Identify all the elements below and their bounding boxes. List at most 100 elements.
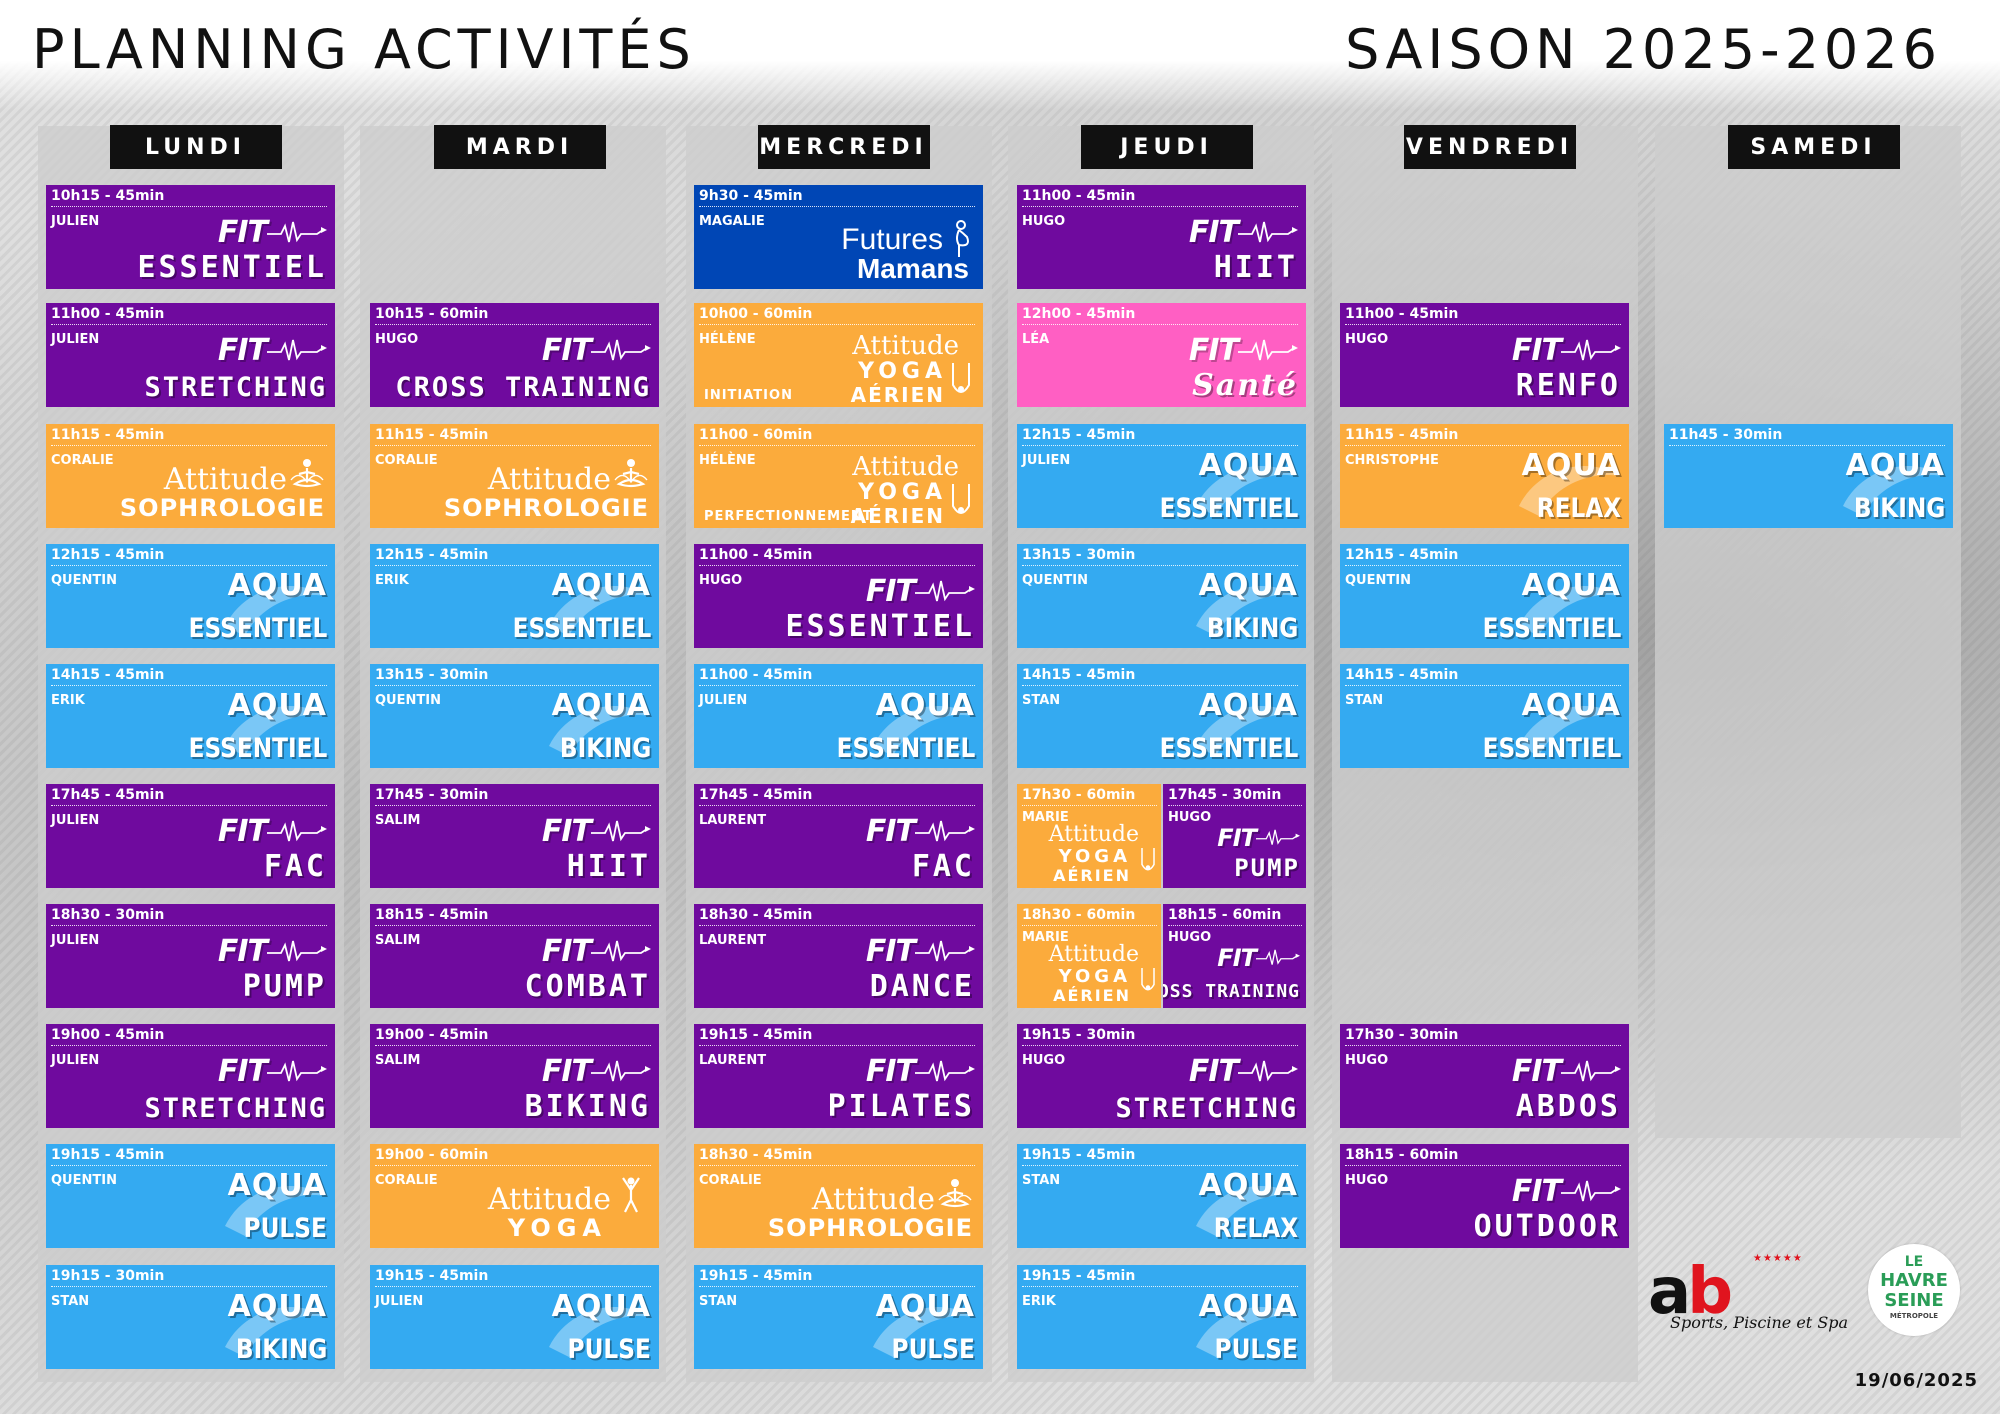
class-card-essentiel[interactable]: 12h15 - 45min QUENTIN AQUA ESSENTIEL: [46, 544, 335, 648]
class-name: PULSE: [1214, 1334, 1298, 1365]
class-name: BIKING: [1853, 493, 1945, 524]
heartbeat-icon: [591, 339, 651, 360]
class-card-essentiel[interactable]: 12h15 - 45min QUENTIN AQUA ESSENTIEL: [1340, 544, 1629, 648]
class-card-biking[interactable]: 13h15 - 30min QUENTIN AQUA BIKING: [1017, 544, 1306, 648]
class-card-cross-training[interactable]: 18h15 - 60min HUGO FIT CROSS TRAINING: [1163, 904, 1306, 1008]
season-title: SAISON 2025-2026: [1345, 18, 1942, 81]
class-card-sophrologie[interactable]: 11h15 - 45min CORALIE Attitude SOPHROLOGIE: [370, 424, 659, 528]
aerien-word: AÉRIEN: [1053, 986, 1131, 1005]
class-time: 19h00 - 45min: [375, 1027, 651, 1046]
class-time: 19h15 - 45min: [699, 1027, 975, 1046]
mamans-word: Mamans: [856, 253, 969, 284]
class-card-pulse[interactable]: 19h15 - 45min STAN AQUA PULSE: [694, 1265, 983, 1369]
heartbeat-icon: [267, 820, 327, 841]
class-card-biking[interactable]: 19h00 - 45min SALIM FIT BIKING: [370, 1024, 659, 1128]
day-header-jeudi: JEUDI: [1080, 125, 1253, 169]
class-card-fac[interactable]: 17h45 - 45min JULIEN FIT FAC: [46, 784, 335, 888]
aqua-word: AQUA: [227, 1289, 327, 1324]
class-card-relax[interactable]: 19h15 - 45min STAN AQUA RELAX: [1017, 1144, 1306, 1248]
class-card-santé[interactable]: 12h00 - 45min LÉA FIT Santé: [1017, 303, 1306, 407]
class-name: ESSENTIEL: [188, 613, 327, 644]
day-column-samedi: [1655, 126, 1961, 1138]
class-card-hiit[interactable]: 11h00 - 45min HUGO FIT HIIT: [1017, 185, 1306, 289]
class-level: INITIATION: [704, 388, 793, 403]
class-card-essentiel[interactable]: 12h15 - 45min ERIK AQUA ESSENTIEL: [370, 544, 659, 648]
class-time: 11h00 - 45min: [1022, 188, 1298, 207]
class-card-pulse[interactable]: 19h15 - 45min ERIK AQUA PULSE: [1017, 1265, 1306, 1369]
class-card-abdos[interactable]: 17h30 - 30min HUGO FIT ABDOS: [1340, 1024, 1629, 1128]
class-name: OUTDOOR: [1473, 1209, 1621, 1244]
class-name: SOPHROLOGIE: [767, 1214, 973, 1242]
class-name: BIKING: [235, 1334, 327, 1365]
class-card-pilates[interactable]: 19h15 - 45min LAURENT FIT PILATES: [694, 1024, 983, 1128]
aqua-word: AQUA: [1521, 568, 1621, 603]
class-time: 12h15 - 45min: [1022, 427, 1298, 446]
class-time: 11h15 - 45min: [1345, 427, 1621, 446]
coach-name: JULIEN: [51, 813, 100, 828]
yoga-pose-icon: [622, 1177, 640, 1213]
class-card-biking[interactable]: 13h15 - 30min QUENTIN AQUA BIKING: [370, 664, 659, 768]
wave-icon: [225, 586, 325, 636]
class-card-pulse[interactable]: 19h15 - 45min QUENTIN AQUA PULSE: [46, 1144, 335, 1248]
class-card-stretching[interactable]: 19h00 - 45min JULIEN FIT STRETCHING: [46, 1024, 335, 1128]
fit-logo: FIT: [1512, 1174, 1621, 1209]
fit-word: FIT: [217, 814, 268, 849]
class-card-essentiel[interactable]: 12h15 - 45min JULIEN AQUA ESSENTIEL: [1017, 424, 1306, 528]
class-time: 11h00 - 45min: [699, 667, 975, 686]
fit-logo: FIT: [1189, 333, 1298, 368]
class-card-essentiel[interactable]: 11h00 - 45min JULIEN AQUA ESSENTIEL: [694, 664, 983, 768]
class-card-mamans[interactable]: 9h30 - 45min MAGALIE Futures Mamans: [694, 185, 983, 289]
class-card-dance[interactable]: 18h30 - 45min LAURENT FIT DANCE: [694, 904, 983, 1008]
class-time: 14h15 - 45min: [1345, 667, 1621, 686]
fit-word: FIT: [541, 333, 592, 368]
fit-logo: FIT: [542, 934, 651, 969]
class-card-biking[interactable]: 19h15 - 30min STAN AQUA BIKING: [46, 1265, 335, 1369]
class-card-stretching[interactable]: 19h15 - 30min HUGO FIT STRETCHING: [1017, 1024, 1306, 1128]
class-card-outdoor[interactable]: 18h15 - 60min HUGO FIT OUTDOOR: [1340, 1144, 1629, 1248]
class-card-stretching[interactable]: 11h00 - 45min JULIEN FIT STRETCHING: [46, 303, 335, 407]
class-card-pulse[interactable]: 19h15 - 45min JULIEN AQUA PULSE: [370, 1265, 659, 1369]
class-card-yoga[interactable]: 10h00 - 60min HÉLÈNE Attitude YOGA AÉRIEN INI…: [694, 303, 983, 407]
heartbeat-icon: [591, 940, 651, 961]
day-header-mercredi: MERCREDI: [757, 125, 930, 169]
attitude-word: Attitude: [1048, 822, 1139, 847]
class-card-sophrologie[interactable]: 18h30 - 45min CORALIE Attitude SOPHROLOGIE: [694, 1144, 983, 1248]
class-card-biking[interactable]: 11h45 - 30min AQUA BIKING: [1664, 424, 1953, 528]
class-card-pump[interactable]: 17h45 - 30min HUGO FIT PUMP: [1163, 784, 1306, 888]
class-name: BIKING: [1206, 613, 1298, 644]
class-time: 17h45 - 45min: [699, 787, 975, 806]
class-time: 11h00 - 60min: [699, 427, 975, 446]
aqua-word: AQUA: [551, 1289, 651, 1324]
class-name: PUMP: [1234, 854, 1300, 882]
class-time: 19h15 - 45min: [1022, 1147, 1298, 1166]
class-card-yoga[interactable]: 17h30 - 60min MARIE Attitude YOGA AÉRIEN: [1017, 784, 1161, 888]
class-card-yoga[interactable]: 19h00 - 60min CORALIE Attitude YOGA: [370, 1144, 659, 1248]
class-card-cross-training[interactable]: 10h15 - 60min HUGO FIT CROSS TRAINING: [370, 303, 659, 407]
class-card-pump[interactable]: 18h30 - 30min JULIEN FIT PUMP: [46, 904, 335, 1008]
class-card-sophrologie[interactable]: 11h15 - 45min CORALIE Attitude SOPHROLOGIE: [46, 424, 335, 528]
class-card-renfo[interactable]: 11h00 - 45min HUGO FIT RENFO: [1340, 303, 1629, 407]
aqua-word: AQUA: [227, 568, 327, 603]
class-card-essentiel[interactable]: 10h15 - 45min JULIEN FIT ESSENTIEL: [46, 185, 335, 289]
class-time: 11h00 - 45min: [699, 547, 975, 566]
class-time: 12h00 - 45min: [1022, 306, 1298, 325]
class-name: STRETCHING: [1115, 1093, 1298, 1124]
class-card-essentiel[interactable]: 14h15 - 45min ERIK AQUA ESSENTIEL: [46, 664, 335, 768]
aqua-word: AQUA: [1521, 688, 1621, 723]
class-name: Santé: [1192, 368, 1298, 403]
class-card-yoga[interactable]: 18h30 - 60min MARIE Attitude YOGA AÉRIEN: [1017, 904, 1161, 1008]
class-card-combat[interactable]: 18h15 - 45min SALIM FIT COMBAT: [370, 904, 659, 1008]
coach-name: HUGO: [1168, 810, 1212, 825]
class-name: RELAX: [1213, 1213, 1298, 1244]
class-card-fac[interactable]: 17h45 - 45min LAURENT FIT FAC: [694, 784, 983, 888]
lotus-icon: [938, 1179, 972, 1208]
aqua-word: AQUA: [227, 688, 327, 723]
fit-logo: FIT: [542, 1054, 651, 1089]
class-card-hiit[interactable]: 17h45 - 30min SALIM FIT HIIT: [370, 784, 659, 888]
class-card-essentiel[interactable]: 14h15 - 45min STAN AQUA ESSENTIEL: [1017, 664, 1306, 768]
heartbeat-icon: [267, 339, 327, 360]
class-card-essentiel[interactable]: 11h00 - 45min HUGO FIT ESSENTIEL: [694, 544, 983, 648]
class-card-yoga[interactable]: 11h00 - 60min HÉLÈNE Attitude YOGA AÉRIEN PER…: [694, 424, 983, 528]
class-card-relax[interactable]: 11h15 - 45min CHRISTOPHE AQUA RELAX: [1340, 424, 1629, 528]
class-card-essentiel[interactable]: 14h15 - 45min STAN AQUA ESSENTIEL: [1340, 664, 1629, 768]
